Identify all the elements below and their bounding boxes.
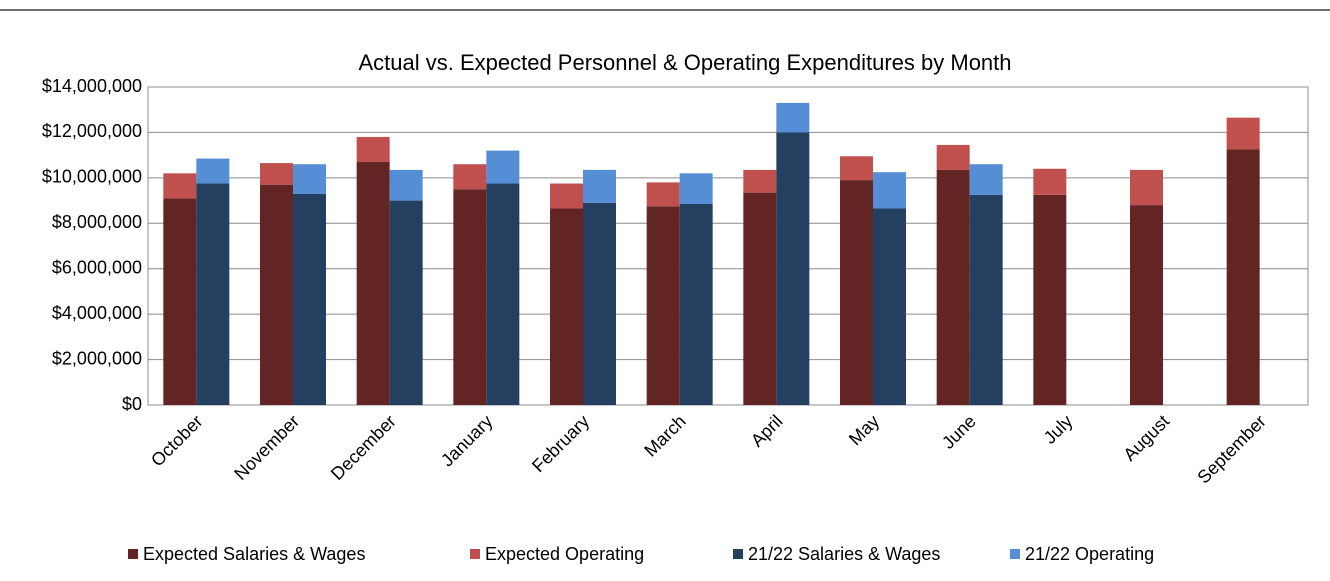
x-tick-label: August: [1119, 411, 1173, 465]
x-tick-label: July: [1040, 411, 1077, 448]
x-tick-label: September: [1193, 411, 1269, 487]
bar: [196, 158, 230, 184]
bar: [260, 163, 293, 185]
y-tick-label: $12,000,000: [42, 121, 142, 141]
x-tick-label: February: [528, 411, 593, 476]
x-tick-label: January: [437, 411, 496, 470]
legend-label: 21/22 Operating: [1025, 544, 1154, 564]
x-tick-label: October: [147, 411, 206, 470]
bar: [873, 208, 906, 405]
bar: [1033, 194, 1067, 405]
x-tick-label: June: [938, 411, 980, 453]
bar: [583, 169, 616, 203]
legend-swatch: [1010, 549, 1020, 559]
legend-swatch: [733, 549, 743, 559]
bar: [679, 173, 713, 204]
bar: [1033, 168, 1067, 195]
bar: [776, 102, 810, 133]
bar: [356, 161, 390, 405]
bar: [550, 208, 583, 405]
bar: [840, 180, 873, 405]
x-tick-label: November: [230, 411, 303, 484]
bar: [646, 182, 680, 207]
bar: [840, 156, 873, 181]
legend-label: Expected Operating: [485, 544, 644, 564]
bar: [1130, 205, 1163, 405]
bar: [389, 169, 423, 201]
bar: [550, 183, 583, 209]
bar: [486, 183, 520, 405]
bar: [743, 192, 777, 405]
chart-title: Actual vs. Expected Personnel & Operatin…: [358, 50, 1011, 75]
bar: [486, 150, 520, 184]
plot-border: [147, 86, 1309, 406]
bar: [776, 132, 810, 405]
bar: [873, 172, 906, 209]
bar: [163, 173, 197, 199]
bar: [1226, 149, 1260, 405]
legend-label: 21/22 Salaries & Wages: [748, 544, 940, 564]
bar: [293, 193, 326, 405]
y-tick-label: $0: [122, 394, 142, 414]
bar: [196, 183, 230, 405]
legend-swatch: [128, 549, 138, 559]
bar: [969, 194, 1003, 405]
bar: [1226, 117, 1260, 150]
bar: [679, 203, 713, 405]
bar: [260, 184, 293, 405]
y-tick-label: $14,000,000: [42, 76, 142, 96]
legend-label: Expected Salaries & Wages: [143, 544, 365, 564]
bar: [743, 169, 777, 193]
bar: [1130, 169, 1163, 206]
bar: [969, 164, 1003, 195]
bar: [936, 144, 970, 170]
y-tick-label: $2,000,000: [52, 348, 142, 368]
y-tick-label: $8,000,000: [52, 212, 142, 232]
bar: [293, 164, 326, 194]
bar: [389, 200, 423, 405]
bar: [583, 202, 616, 405]
x-tick-label: April: [747, 411, 787, 451]
x-tick-label: December: [327, 411, 400, 484]
bar: [646, 206, 680, 405]
y-tick-label: $10,000,000: [42, 167, 142, 187]
bar: [453, 189, 487, 405]
y-tick-label: $4,000,000: [52, 303, 142, 323]
bar: [936, 169, 970, 405]
bar: [356, 136, 390, 162]
legend-swatch: [470, 549, 480, 559]
bar: [453, 164, 487, 190]
y-tick-label: $6,000,000: [52, 257, 142, 277]
bar: [163, 198, 197, 405]
x-tick-label: May: [845, 411, 883, 449]
x-tick-label: March: [640, 411, 690, 461]
